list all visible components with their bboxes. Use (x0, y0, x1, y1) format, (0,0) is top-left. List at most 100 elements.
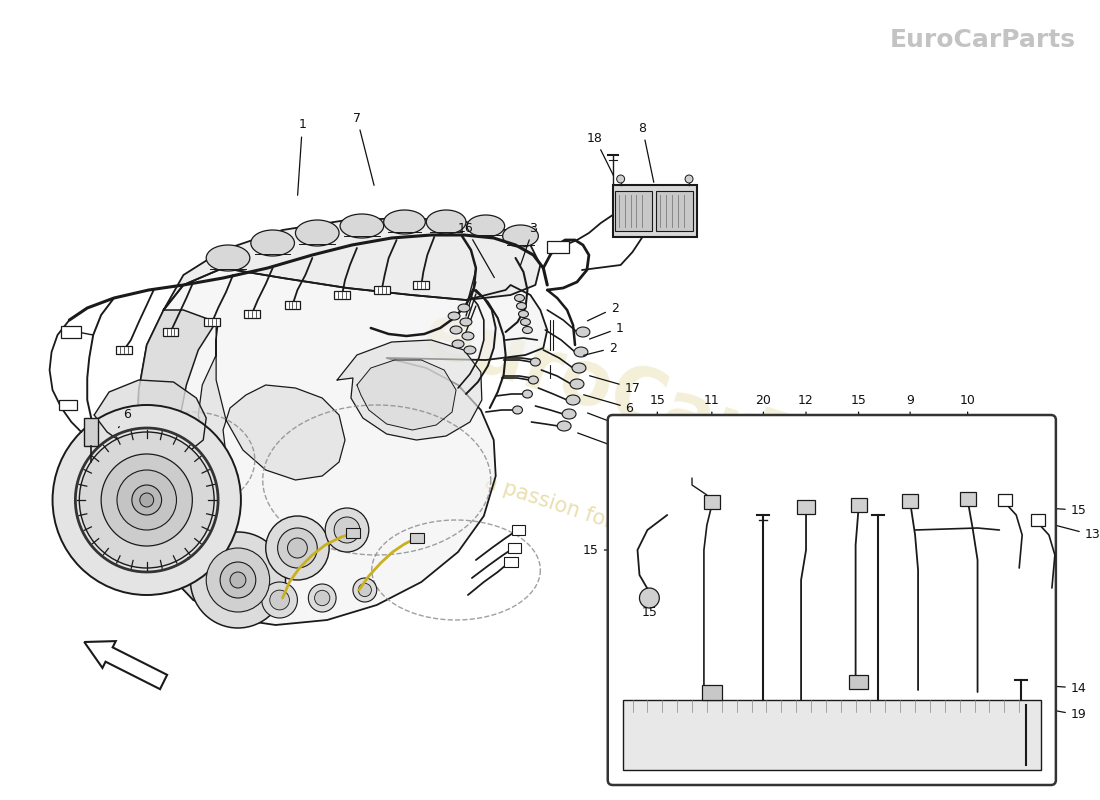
Bar (334, 291, 350, 299)
Circle shape (617, 175, 625, 183)
Polygon shape (356, 360, 456, 430)
Polygon shape (198, 322, 345, 480)
Bar (850, 498, 867, 512)
Text: 15: 15 (641, 606, 658, 618)
Bar (85, 418, 98, 446)
Ellipse shape (517, 302, 527, 310)
Bar (116, 346, 132, 354)
Ellipse shape (528, 376, 538, 384)
Ellipse shape (468, 215, 505, 237)
Ellipse shape (503, 225, 538, 247)
Text: 15: 15 (850, 394, 867, 495)
Circle shape (266, 516, 329, 580)
Circle shape (359, 583, 372, 597)
Bar (999, 494, 1012, 506)
Ellipse shape (576, 327, 590, 337)
Circle shape (262, 582, 297, 618)
Bar (959, 492, 976, 506)
Text: 1: 1 (590, 322, 624, 339)
Circle shape (117, 470, 176, 530)
Circle shape (277, 528, 317, 568)
Bar (507, 543, 521, 553)
Polygon shape (136, 310, 216, 600)
FancyBboxPatch shape (607, 415, 1056, 785)
Polygon shape (95, 380, 206, 456)
Text: 1: 1 (298, 118, 306, 195)
Bar (504, 557, 517, 567)
Bar (285, 301, 300, 309)
Text: 12: 12 (799, 394, 814, 495)
Text: 9: 9 (906, 394, 914, 495)
Bar (163, 328, 178, 336)
Ellipse shape (462, 332, 474, 340)
Ellipse shape (566, 395, 580, 405)
Bar (410, 533, 425, 543)
Bar (414, 281, 429, 289)
Text: 3: 3 (520, 222, 537, 266)
Bar (205, 318, 220, 326)
Ellipse shape (206, 245, 250, 271)
Bar (849, 675, 869, 689)
Text: 6: 6 (119, 409, 131, 428)
Text: 15: 15 (1046, 503, 1087, 517)
Ellipse shape (251, 230, 295, 256)
Bar (613, 185, 697, 237)
Bar (1031, 514, 1045, 526)
Ellipse shape (340, 214, 384, 238)
Polygon shape (164, 218, 540, 310)
Circle shape (315, 590, 330, 606)
Text: 14: 14 (1038, 682, 1087, 694)
Ellipse shape (448, 312, 460, 320)
Ellipse shape (458, 304, 470, 312)
Bar (59, 400, 77, 410)
Circle shape (79, 432, 214, 568)
Bar (702, 685, 722, 700)
Bar (902, 494, 918, 508)
Polygon shape (136, 268, 548, 625)
Text: 2: 2 (587, 302, 618, 321)
Text: 5: 5 (578, 433, 634, 458)
Ellipse shape (427, 210, 466, 234)
Circle shape (685, 175, 693, 183)
Ellipse shape (520, 318, 530, 326)
Bar (512, 525, 526, 535)
Circle shape (270, 590, 289, 610)
Text: 15: 15 (649, 394, 666, 495)
Circle shape (190, 532, 286, 628)
Circle shape (101, 454, 192, 546)
Bar (704, 495, 719, 509)
Text: 20: 20 (756, 394, 771, 495)
Bar (62, 326, 81, 338)
Circle shape (334, 517, 360, 543)
Text: a passion for parts since 1985: a passion for parts since 1985 (482, 472, 788, 588)
Circle shape (230, 572, 246, 588)
FancyArrow shape (85, 641, 167, 689)
Ellipse shape (572, 363, 586, 373)
Bar (657, 191, 693, 231)
Text: 8: 8 (638, 122, 653, 182)
Text: 16: 16 (458, 222, 494, 278)
Bar (615, 191, 652, 231)
Bar (623, 700, 1041, 770)
Text: 15: 15 (583, 543, 619, 557)
Ellipse shape (513, 406, 522, 414)
Ellipse shape (296, 220, 339, 246)
Text: 6: 6 (584, 394, 634, 414)
Ellipse shape (558, 421, 571, 431)
Circle shape (220, 562, 256, 598)
Ellipse shape (384, 210, 426, 234)
Text: 4: 4 (587, 413, 637, 437)
Ellipse shape (574, 347, 587, 357)
Bar (374, 286, 389, 294)
Bar (798, 500, 815, 514)
Text: 2: 2 (584, 342, 617, 355)
Ellipse shape (570, 379, 584, 389)
Text: 13: 13 (1046, 522, 1100, 542)
Text: EuroCarParts: EuroCarParts (890, 28, 1076, 52)
Ellipse shape (515, 294, 525, 302)
Circle shape (639, 588, 659, 608)
Ellipse shape (522, 326, 532, 334)
Polygon shape (337, 340, 482, 440)
Text: 7: 7 (353, 111, 374, 186)
Text: 19: 19 (1044, 709, 1087, 722)
